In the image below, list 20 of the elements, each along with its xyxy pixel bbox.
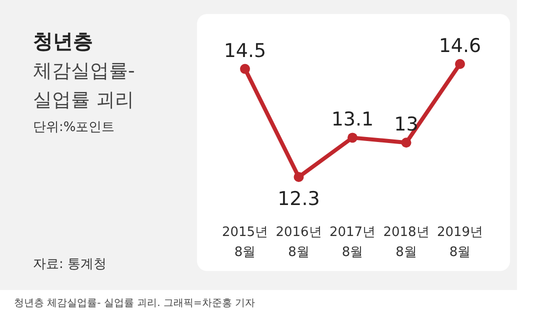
text: 단위:%포인트 (33, 120, 115, 135)
data-label: 13 (394, 114, 418, 136)
text: 청년층 체감실업률- 실업률 괴리. 그래픽=차준홍 기자 (14, 298, 256, 309)
x-tick-label: 2019년 8월 (436, 225, 484, 260)
point (240, 64, 250, 74)
x-tick-label: 2018년 8월 (383, 225, 430, 260)
data-label: 14.6 (438, 35, 482, 57)
x-tick-label: 2016년 8월 (276, 225, 322, 260)
text: 체감실업률- 실업률 괴리 (33, 60, 135, 111)
data-label: 14.5 (224, 40, 266, 62)
data-label: 13.1 (331, 108, 374, 131)
point (294, 172, 304, 182)
point (401, 138, 412, 148)
x-tick-label: 2015년 8월 (222, 225, 268, 260)
chart-title: 청년층 (33, 29, 93, 53)
point (348, 132, 358, 143)
x-tick-label: 2017년 8월 (329, 225, 376, 260)
text: 자료: 통계청 (33, 257, 107, 272)
point (455, 59, 465, 69)
data-label: 12.3 (278, 188, 320, 210)
